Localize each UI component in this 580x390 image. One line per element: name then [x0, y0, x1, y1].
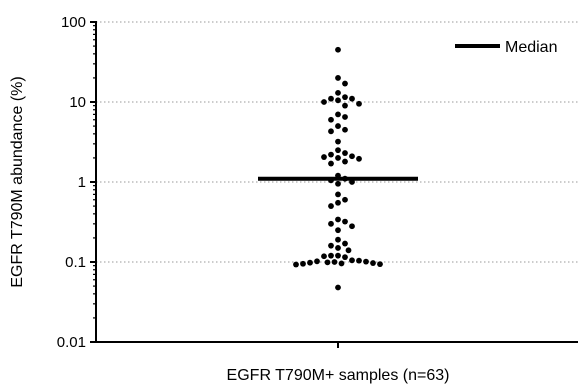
data-point — [356, 100, 362, 107]
data-point — [377, 261, 383, 268]
data-point — [335, 89, 341, 96]
data-point — [342, 94, 348, 101]
legend-median-label: Median — [505, 39, 557, 56]
legend: Median — [455, 39, 557, 56]
data-point — [335, 191, 341, 198]
data-point — [356, 257, 362, 264]
data-point — [321, 99, 327, 105]
data-point — [335, 252, 341, 259]
data-point — [342, 254, 348, 261]
data-point — [345, 247, 352, 254]
y-tick-label: 1 — [78, 174, 86, 191]
data-point — [342, 158, 348, 165]
data-point — [335, 199, 341, 206]
data-point — [324, 259, 331, 266]
data-point — [335, 97, 341, 104]
data-point — [335, 147, 341, 154]
data-point — [335, 227, 341, 234]
data-point — [335, 284, 341, 291]
data-point — [328, 220, 334, 227]
data-point — [342, 114, 348, 120]
data-point — [335, 180, 341, 187]
data-point — [363, 258, 369, 265]
data-point — [307, 259, 313, 266]
data-point — [328, 116, 334, 123]
data-point — [338, 260, 345, 267]
data-point — [335, 111, 341, 118]
data-point — [331, 259, 338, 265]
data-point — [321, 154, 327, 160]
data-point — [342, 218, 348, 225]
data-point — [335, 216, 341, 223]
y-tick-label: 0.01 — [57, 334, 86, 351]
data-point — [349, 257, 355, 264]
data-point — [335, 75, 341, 81]
data-point — [342, 80, 348, 87]
y-tick-label: 10 — [69, 94, 86, 111]
y-tick-label: 100 — [61, 14, 86, 31]
y-tick-label: 0.1 — [65, 254, 86, 271]
data-point — [335, 123, 341, 129]
data-point — [342, 102, 348, 109]
data-point — [300, 260, 306, 267]
data-point — [335, 46, 341, 53]
data-point — [370, 260, 376, 266]
data-point — [349, 153, 355, 160]
data-point — [328, 95, 334, 102]
data-point — [335, 245, 341, 251]
data-point — [328, 151, 334, 158]
data-point — [342, 150, 348, 156]
data-point — [335, 236, 341, 243]
x-axis-title: EGFR T790M+ samples (n=63) — [227, 367, 450, 384]
data-point — [328, 203, 334, 209]
data-point — [356, 155, 362, 162]
data-point — [328, 160, 334, 167]
data-point — [321, 253, 327, 260]
data-point — [349, 223, 355, 230]
data-point — [349, 95, 355, 102]
data-point — [293, 261, 299, 268]
y-axis-ticks: 0.01 0.1 1 10 100 — [57, 14, 96, 351]
data-point — [342, 240, 348, 247]
data-point — [342, 126, 348, 133]
data-point — [328, 128, 334, 135]
y-axis-title: EGFR T790M abundance (%) — [9, 76, 26, 287]
data-point — [342, 196, 348, 203]
data-point — [328, 252, 334, 259]
data-point — [314, 258, 320, 265]
data-point — [335, 138, 341, 145]
data-points — [293, 46, 383, 291]
data-point — [328, 242, 334, 249]
data-point — [335, 155, 341, 161]
